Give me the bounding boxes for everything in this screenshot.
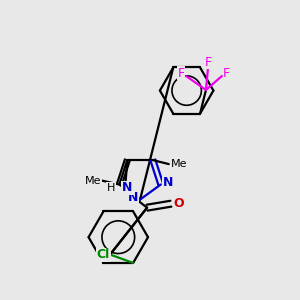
Text: O: O xyxy=(173,197,184,210)
Text: F: F xyxy=(223,67,230,80)
Text: N: N xyxy=(122,181,133,194)
Text: N: N xyxy=(128,191,138,204)
Text: Cl: Cl xyxy=(97,248,110,262)
Text: Me: Me xyxy=(85,176,102,185)
Text: N: N xyxy=(163,176,173,189)
Text: F: F xyxy=(178,67,185,80)
Text: H: H xyxy=(107,183,116,193)
Text: Me: Me xyxy=(170,159,187,169)
Text: F: F xyxy=(204,56,211,69)
